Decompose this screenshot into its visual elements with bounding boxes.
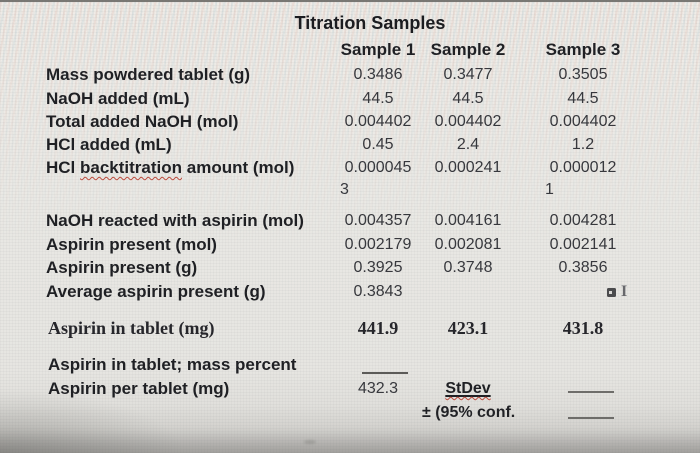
lcd-moire-texture (0, 2, 700, 252)
row-label-aspirin-per-tablet: Aspirin per tablet (mg) (48, 379, 230, 398)
column-header-row: Sample 1 Sample 2 Sample 3 (0, 39, 700, 61)
cell-sample2: 0.004161 (434, 212, 502, 229)
cell-sample3: 0.3505 (558, 66, 608, 83)
cell-sample2: 0.002081 (434, 236, 502, 253)
cell-sample1: 0.3486 (353, 66, 403, 83)
table-row: ± (95% conf. (0, 402, 700, 424)
table-title: Titration Samples (294, 13, 446, 33)
row-label-hcl-added: HCl added (mL) (46, 135, 172, 154)
cell-sample3: 0.004402 (549, 113, 617, 130)
table-row: Aspirin present (g) 0.3925 0.3748 0.3856 (0, 257, 700, 279)
cell-sample2: 423.1 (447, 318, 489, 338)
cell-sample3: 1.2 (571, 136, 595, 153)
anchor-box-icon (607, 288, 616, 297)
table-row: Aspirin in tablet (mg) 441.9 423.1 431.8 (0, 317, 700, 339)
misspelled-word: StDev (445, 380, 491, 397)
screen-smudge (304, 440, 316, 444)
misspelled-word: backtitration (80, 158, 183, 177)
table-row: NaOH added (mL) 44.5 44.5 44.5 (0, 88, 700, 110)
cell-sample1: 0.3843 (353, 283, 403, 300)
row-label-aspirin-in-tablet-mg: Aspirin in tablet (mg) (48, 318, 215, 338)
table-row: Average aspirin present (g) 0.3843 (0, 281, 700, 303)
row-label-naoh-reacted: NaOH reacted with aspirin (mol) (46, 211, 304, 230)
cell-sample1: 44.5 (362, 90, 394, 107)
table-row: Aspirin per tablet (mg) 432.3 StDev (0, 378, 700, 400)
cell-sample1: 0.000045 3 (332, 157, 424, 201)
label-part: HCl (46, 158, 76, 177)
table-row: Aspirin in tablet; mass percent (0, 354, 700, 376)
bottom-vignette (0, 405, 700, 453)
row-label-average-aspirin: Average aspirin present (g) (46, 282, 266, 301)
cell-sample2: 0.3477 (443, 66, 493, 83)
stdev-label: StDev (422, 378, 514, 400)
cell-sample3: 0.002141 (549, 236, 617, 253)
cell-sample1: 441.9 (357, 318, 399, 338)
row-label-mass-powdered-tablet: Mass powdered tablet (g) (46, 65, 251, 84)
cell-line1: 0.000012 (549, 159, 617, 176)
cell-sample1: 0.002179 (344, 236, 412, 253)
row-label-total-added-naoh: Total added NaOH (mol) (46, 112, 239, 131)
blank-fill-line (568, 391, 614, 393)
row-label-hcl-backtitration: HCl backtitration amount (mol) (46, 157, 294, 179)
label-part: amount (mol) (186, 158, 295, 177)
row-label-aspirin-present-mol: Aspirin present (mol) (46, 235, 217, 254)
cell-line1: 0.000045 (344, 159, 412, 176)
screen-top-edge (0, 0, 700, 2)
row-label-naoh-added: NaOH added (mL) (46, 89, 190, 108)
table-row: Aspirin present (mol) 0.002179 0.002081 … (0, 234, 700, 256)
cell-sample2: 44.5 (452, 90, 484, 107)
cell-sample2: 0.004402 (434, 113, 502, 130)
table-row: Total added NaOH (mol) 0.004402 0.004402… (0, 111, 700, 133)
blank-fill-line (362, 372, 408, 374)
cell-sample3: 431.8 (562, 318, 604, 338)
cell-sample1: 432.3 (357, 380, 399, 397)
table-row: Mass powdered tablet (g) 0.3486 0.3477 0… (0, 64, 700, 86)
cell-sample1: 0.004357 (344, 212, 412, 229)
table-row: NaOH reacted with aspirin (mol) 0.004357… (0, 210, 700, 232)
column-header-sample2: Sample 2 (430, 40, 506, 59)
cell-sample1: 0.004402 (344, 113, 412, 130)
table-row: HCl backtitration amount (mol) 0.000045 3… (0, 157, 700, 198)
cell-sample2: 0.3748 (443, 259, 493, 276)
cell-sample3: 0.3856 (558, 259, 608, 276)
row-label-mass-percent: Aspirin in tablet; mass percent (48, 355, 297, 374)
cell-sample1: 0.3925 (353, 259, 403, 276)
table-row: HCl added (mL) 0.45 2.4 1.2 (0, 134, 700, 156)
cell-sample3: 0.004281 (549, 212, 617, 229)
blank-fill-line (568, 417, 614, 419)
confidence-label: ± (95% conf. (422, 402, 515, 424)
corner-shadow (0, 383, 200, 453)
cell-line2: 1 (545, 181, 554, 198)
cell-sample3: 0.000012 1 (537, 157, 629, 201)
ibeam-cursor-icon: I (621, 283, 628, 300)
cell-sample3: 44.5 (567, 90, 599, 107)
column-header-sample3: Sample 3 (545, 40, 621, 59)
cell-line2: 3 (340, 181, 349, 198)
stdev-underline: StDev (445, 380, 490, 397)
row-label-aspirin-present-g: Aspirin present (g) (46, 258, 198, 277)
cell-sample1: 0.45 (362, 136, 394, 153)
column-header-sample1: Sample 1 (340, 40, 416, 59)
cell-sample2: 0.000241 (434, 159, 502, 176)
cell-sample2: 2.4 (456, 136, 480, 153)
text-cursor[interactable]: I (607, 283, 633, 301)
